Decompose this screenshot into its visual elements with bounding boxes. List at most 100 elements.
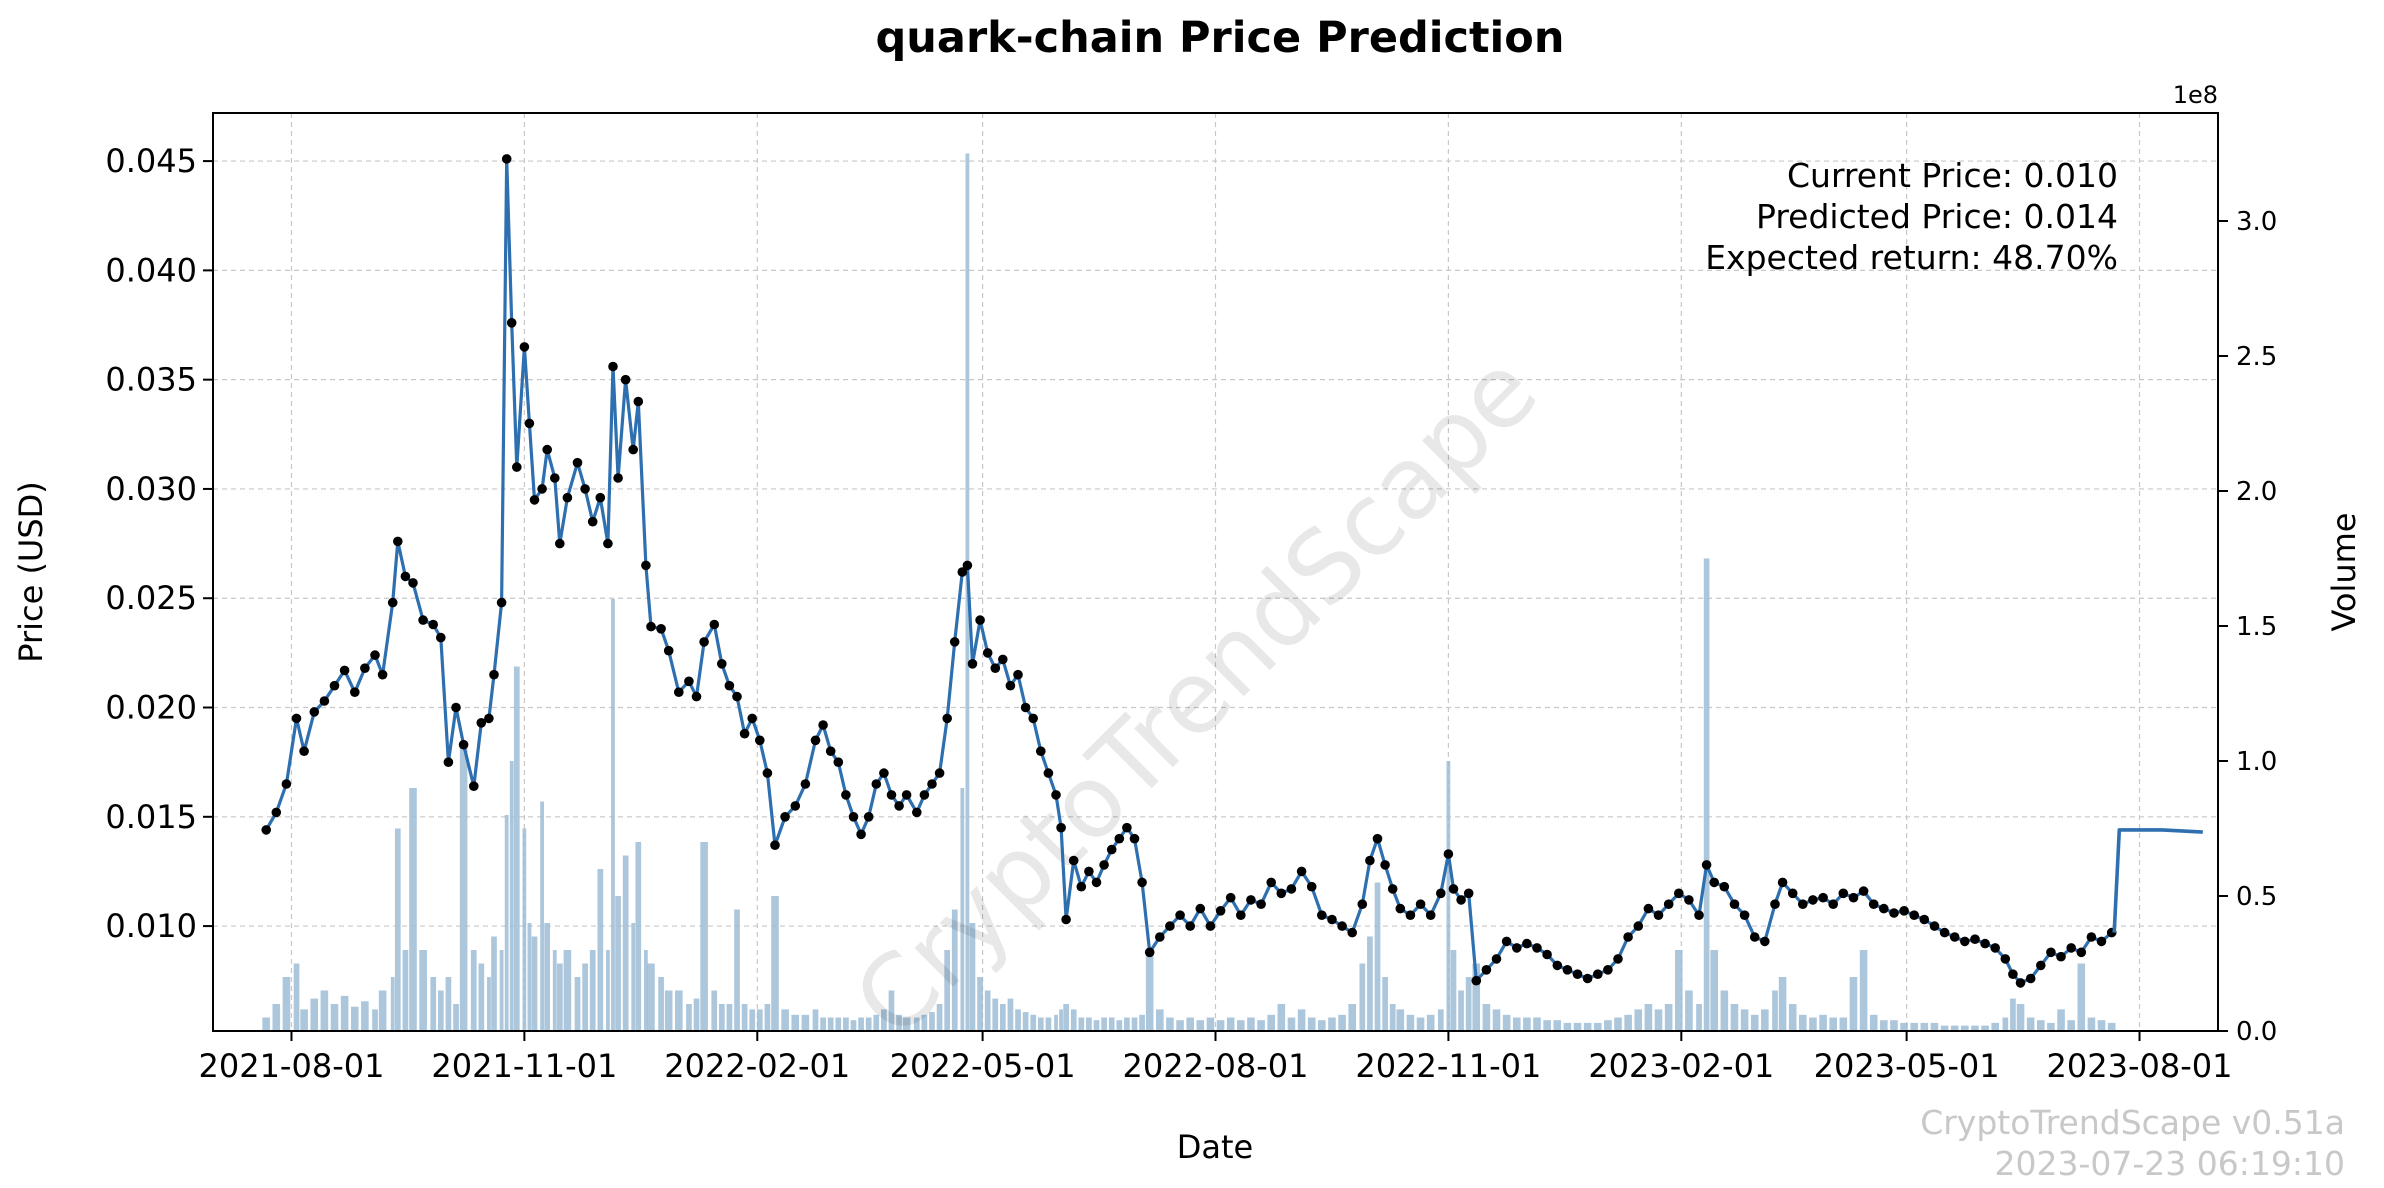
price-point bbox=[856, 829, 866, 840]
volume-bar bbox=[2077, 963, 2086, 1031]
price-point bbox=[1365, 855, 1375, 866]
volume-bar bbox=[378, 990, 387, 1031]
volume-bar bbox=[734, 909, 740, 1031]
price-point bbox=[762, 768, 773, 778]
price-point bbox=[309, 707, 320, 717]
price-point bbox=[1215, 906, 1226, 916]
y2-tick-label: 3.0 bbox=[2236, 207, 2277, 237]
price-point bbox=[1808, 895, 1818, 905]
volume-bar bbox=[1583, 1022, 1592, 1031]
volume-bar bbox=[394, 828, 401, 1031]
price-point bbox=[613, 473, 623, 483]
price-point bbox=[524, 418, 535, 429]
price-point bbox=[319, 696, 330, 706]
volume-bar bbox=[2097, 1020, 2106, 1031]
price-point bbox=[1337, 921, 1347, 931]
price-point bbox=[800, 779, 811, 789]
volume-bar bbox=[1940, 1025, 1949, 1031]
price-point bbox=[1276, 888, 1287, 899]
price-point bbox=[1701, 860, 1712, 870]
volume-bar bbox=[1750, 1014, 1759, 1031]
price-point bbox=[2096, 936, 2107, 947]
volume-bar bbox=[531, 936, 538, 1031]
volume-bar bbox=[1472, 963, 1481, 1031]
volume-bar bbox=[718, 1004, 725, 1031]
price-point bbox=[1043, 768, 1054, 778]
price-point bbox=[1144, 947, 1155, 958]
volume-bar bbox=[635, 842, 642, 1031]
volume-bar bbox=[858, 1017, 864, 1031]
price-point bbox=[1749, 932, 1760, 942]
price-point bbox=[1405, 910, 1416, 920]
price-point bbox=[377, 669, 388, 680]
volume-bar bbox=[749, 1009, 756, 1031]
volume-bar bbox=[1543, 1020, 1551, 1031]
price-point bbox=[1613, 954, 1623, 964]
price-point bbox=[1909, 910, 1919, 920]
price-point bbox=[901, 790, 912, 800]
price-point bbox=[603, 538, 613, 549]
volume-bar bbox=[419, 950, 427, 1031]
price-point bbox=[1709, 877, 1719, 888]
price-point bbox=[1719, 881, 1730, 892]
price-point bbox=[894, 801, 904, 811]
volume-bar bbox=[1778, 977, 1787, 1031]
price-point bbox=[1562, 965, 1573, 975]
volume-bar bbox=[1156, 1009, 1164, 1031]
volume-bar bbox=[960, 788, 965, 1031]
price-point bbox=[1739, 910, 1750, 920]
volume-bar bbox=[350, 1006, 359, 1031]
price-point bbox=[1643, 903, 1654, 914]
volume-bar bbox=[1101, 1017, 1107, 1031]
x-tick-label: 2022-08-01 bbox=[1123, 1047, 1309, 1085]
price-point bbox=[934, 768, 945, 778]
price-point bbox=[949, 637, 960, 647]
volume-bar bbox=[951, 909, 958, 1031]
volume-bar bbox=[1348, 1004, 1357, 1031]
price-point bbox=[1848, 892, 1859, 903]
volume-bar bbox=[622, 855, 629, 1031]
x-tick-label: 2023-02-01 bbox=[1588, 1047, 1774, 1085]
volume-bar bbox=[1624, 1014, 1632, 1031]
volume-bar bbox=[1108, 1017, 1115, 1031]
price-point bbox=[1306, 881, 1317, 892]
price-point bbox=[1603, 965, 1613, 975]
price-point bbox=[1357, 899, 1368, 909]
price-point bbox=[1076, 881, 1087, 892]
price-point bbox=[1456, 895, 1466, 905]
volume-bar bbox=[1533, 1017, 1541, 1031]
volume-bar bbox=[675, 990, 683, 1031]
volume-bar bbox=[812, 1009, 819, 1031]
price-point bbox=[1899, 906, 1909, 916]
volume-bar bbox=[1849, 977, 1858, 1031]
price-point bbox=[674, 687, 684, 697]
volume-bar bbox=[1674, 950, 1683, 1031]
price-point bbox=[863, 812, 874, 822]
volume-bar bbox=[574, 977, 581, 1031]
volume-bar bbox=[1446, 761, 1451, 1031]
x-tick-label: 2022-02-01 bbox=[664, 1047, 850, 1085]
volume-bar bbox=[1573, 1022, 1582, 1031]
volume-bar bbox=[1070, 1009, 1077, 1031]
price-point bbox=[1155, 932, 1165, 942]
price-point bbox=[1436, 888, 1446, 899]
price-point bbox=[329, 680, 340, 691]
volume-bar bbox=[929, 1012, 935, 1031]
volume-bar bbox=[1890, 1020, 1898, 1031]
volume-bar bbox=[1196, 1020, 1205, 1031]
price-point bbox=[755, 735, 765, 746]
volume-bar bbox=[1839, 1017, 1848, 1031]
volume-bar bbox=[1614, 1017, 1622, 1031]
price-point bbox=[1185, 921, 1195, 931]
price-point bbox=[512, 462, 522, 472]
volume-bar bbox=[330, 1004, 339, 1031]
volume-bar bbox=[631, 923, 636, 1031]
price-point bbox=[656, 624, 666, 634]
volume-bar bbox=[1124, 1017, 1130, 1031]
volume-bar bbox=[2107, 1022, 2116, 1031]
y-axis-ticks: 0.010 0.015 0.020 0.025 0.030 0.035 0.040 0.045 bbox=[105, 142, 213, 945]
volume-bar bbox=[921, 1014, 928, 1031]
price-point bbox=[1286, 884, 1297, 894]
price-point bbox=[537, 484, 547, 494]
y2-tick-label: 0.0 bbox=[2236, 1017, 2277, 1047]
